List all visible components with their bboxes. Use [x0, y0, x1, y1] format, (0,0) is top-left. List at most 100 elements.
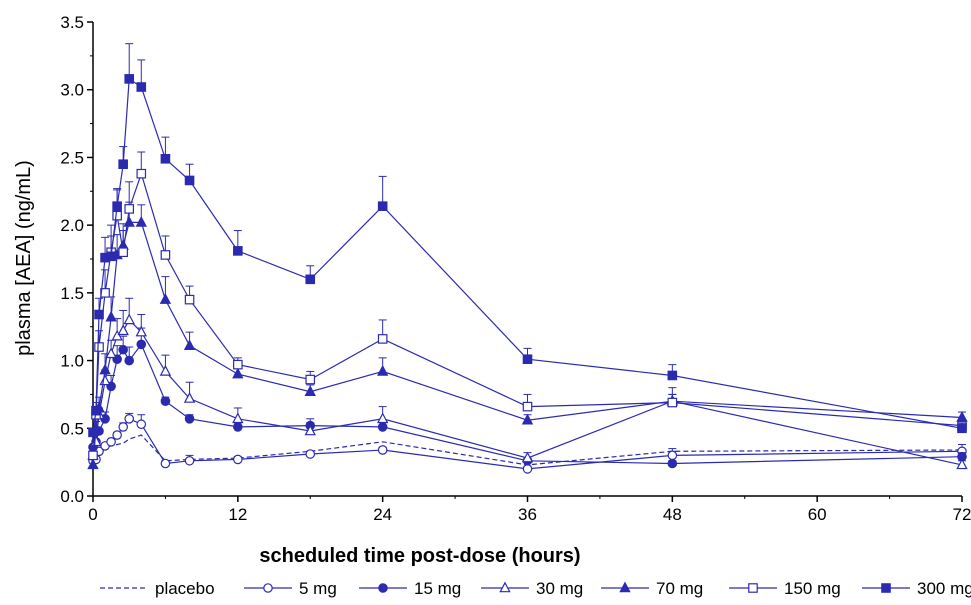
legend-marker — [499, 581, 511, 593]
data-point — [184, 294, 195, 305]
y-ticks: 0.0 0.5 1.0 1.5 2.0 2.5 3.0 3.5 — [60, 13, 93, 506]
series-150-mg — [88, 151, 967, 461]
y-tick-label: 1.5 — [60, 284, 84, 303]
data-point — [522, 354, 533, 365]
data-point — [99, 374, 111, 386]
legend-marker — [748, 583, 758, 593]
data-point — [233, 422, 243, 432]
data-point — [667, 370, 678, 381]
data-point — [304, 385, 316, 397]
legend-label: 300 mg — [917, 579, 971, 598]
legend-item: 15 mg — [359, 579, 461, 598]
x-tick-label: 72 — [953, 505, 971, 524]
legend-item: 5 mg — [244, 579, 337, 598]
data-point — [377, 201, 388, 211]
legend-label: placebo — [155, 579, 215, 598]
data-point — [112, 201, 122, 211]
data-point — [124, 355, 135, 366]
data-point — [160, 250, 171, 260]
y-tick-label: 0.0 — [60, 487, 84, 506]
data-point — [111, 329, 123, 341]
data-point — [183, 339, 196, 350]
data-point — [522, 464, 533, 474]
data-point — [233, 454, 243, 465]
data-point — [957, 423, 967, 434]
data-point — [124, 204, 135, 214]
data-point — [521, 451, 534, 463]
data-point — [159, 293, 172, 304]
data-point — [136, 339, 147, 350]
data-point — [305, 274, 316, 285]
x-ticks: 0 12 24 36 48 60 72 — [88, 496, 971, 524]
data-point — [956, 410, 968, 422]
series-line — [92, 318, 963, 466]
y-tick-label: 3.5 — [60, 13, 84, 32]
data-point — [377, 445, 388, 455]
x-tick-label: 24 — [373, 505, 392, 524]
data-point — [376, 364, 389, 376]
data-point — [94, 309, 104, 320]
data-point — [112, 210, 122, 221]
data-point — [94, 342, 104, 352]
data-point — [160, 396, 171, 406]
data-point — [233, 246, 243, 256]
legend-item: 70 mg — [601, 579, 703, 598]
data-point — [118, 422, 128, 432]
data-point — [88, 427, 98, 438]
data-point — [667, 450, 678, 461]
data-point — [124, 414, 135, 424]
legend: placebo 5 mg 15 mg 30 mg 70 mg 150 mg 300 mg — [100, 579, 971, 598]
data-point — [233, 359, 243, 370]
data-point — [232, 412, 244, 424]
series-line — [92, 77, 963, 433]
data-point — [99, 363, 111, 375]
data-point — [304, 424, 316, 436]
data-point — [232, 367, 244, 379]
legend-item: 300 mg — [862, 579, 971, 598]
x-tick-label: 48 — [663, 505, 682, 524]
data-point — [135, 325, 147, 337]
data-point — [184, 414, 195, 424]
legend-marker — [881, 583, 891, 593]
data-point — [521, 413, 534, 425]
series-70-mg — [87, 201, 968, 470]
data-point — [123, 215, 135, 227]
data-point — [305, 449, 316, 459]
data-point — [105, 347, 117, 359]
data-point — [377, 334, 388, 344]
series-5-mg — [88, 412, 967, 474]
y-axis-title: plasma [AEA] (ng/mL) — [13, 160, 35, 356]
legend-marker — [378, 583, 388, 593]
data-point — [305, 374, 316, 385]
data-point — [136, 82, 147, 92]
data-point — [522, 401, 533, 412]
data-point — [956, 458, 968, 470]
x-axis-title: scheduled time post-dose (hours) — [259, 545, 580, 567]
data-point — [136, 168, 147, 179]
y-tick-label: 2.0 — [60, 216, 84, 235]
legend-label: 30 mg — [536, 579, 583, 598]
x-tick-label: 60 — [808, 505, 827, 524]
data-point — [124, 74, 135, 84]
data-point — [118, 159, 128, 169]
data-point — [160, 458, 171, 469]
x-tick-label: 36 — [518, 505, 537, 524]
data-point — [667, 397, 678, 408]
legend-marker — [263, 583, 273, 593]
data-point — [91, 405, 101, 416]
data-point — [106, 437, 116, 447]
data-point — [118, 247, 128, 258]
legend-label: 150 mg — [784, 579, 841, 598]
data-point — [117, 324, 129, 336]
data-point — [88, 450, 98, 461]
legend-label: 70 mg — [656, 579, 703, 598]
data-point — [112, 430, 122, 440]
data-point — [667, 458, 678, 469]
legend-item: placebo — [100, 579, 215, 598]
data-point — [184, 175, 195, 186]
data-point — [160, 153, 171, 164]
series-line — [92, 221, 963, 465]
data-point — [376, 412, 389, 424]
legend-item: 150 mg — [729, 579, 841, 598]
